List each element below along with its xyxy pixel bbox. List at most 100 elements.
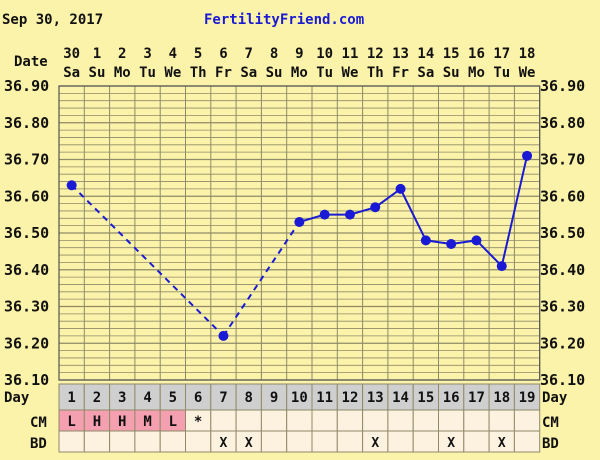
temp-point bbox=[66, 180, 77, 191]
y-tick-label-right: 36.70 bbox=[540, 151, 585, 169]
bd-cell bbox=[387, 430, 414, 453]
cm-cell bbox=[513, 409, 541, 432]
day-cell bbox=[362, 383, 389, 411]
y-tick-label-left: 36.20 bbox=[4, 334, 49, 352]
day-number: 17 bbox=[468, 390, 485, 406]
date-row-label: Date bbox=[14, 54, 48, 70]
temp-point bbox=[294, 216, 305, 227]
y-tick-label-left: 36.50 bbox=[4, 224, 49, 242]
bd-cell bbox=[513, 430, 541, 453]
weekday-label: We bbox=[164, 65, 181, 81]
day-cell bbox=[463, 383, 490, 411]
y-tick-label-right: 36.50 bbox=[540, 224, 585, 242]
y-tick-label-right: 36.90 bbox=[540, 77, 585, 95]
day-number: 19 bbox=[519, 390, 536, 406]
bd-cell bbox=[185, 430, 212, 453]
weekday-label: Mo bbox=[291, 65, 308, 81]
date-label: 1 bbox=[93, 46, 101, 62]
y-tick-label-right: 36.80 bbox=[540, 114, 585, 132]
header-date: Sep 30, 2017 bbox=[2, 12, 103, 28]
cm-cell bbox=[362, 409, 389, 432]
date-label: 4 bbox=[169, 46, 177, 62]
cm-value: L bbox=[67, 414, 75, 430]
day-number: 2 bbox=[93, 390, 101, 406]
y-tick-label-left: 36.60 bbox=[4, 187, 49, 205]
bd-cell bbox=[463, 430, 490, 453]
date-label: 5 bbox=[194, 46, 202, 62]
y-tick-label-right: 36.10 bbox=[540, 371, 585, 389]
weekday-label: Tu bbox=[316, 65, 333, 81]
cm-cell bbox=[438, 409, 465, 432]
day-number: 7 bbox=[219, 390, 227, 406]
cm-cell bbox=[260, 409, 288, 432]
weekday-label: Sa bbox=[63, 65, 80, 81]
cm-row-label-right: CM bbox=[542, 415, 559, 431]
site-name: FertilityFriend.com bbox=[204, 12, 364, 28]
temp-point bbox=[522, 150, 533, 161]
day-cell bbox=[488, 383, 515, 411]
bd-row-label-right: BD bbox=[542, 436, 559, 452]
bd-value: X bbox=[498, 436, 506, 451]
bd-cell bbox=[260, 430, 288, 453]
cm-cell bbox=[286, 409, 313, 432]
date-label: 11 bbox=[342, 46, 359, 62]
bd-cell bbox=[134, 430, 161, 453]
bd-value: X bbox=[220, 436, 228, 451]
cm-value: H bbox=[118, 414, 126, 430]
y-axis-labels: 36.90 36.90 36.80 36.80 36.70 36.70 36.60 36.60… bbox=[4, 77, 585, 389]
temp-point bbox=[395, 183, 406, 194]
cm-cell bbox=[387, 409, 414, 432]
data-rows bbox=[58, 383, 541, 453]
y-tick-label-right: 36.60 bbox=[540, 187, 585, 205]
day-row-label-left: Day bbox=[4, 390, 30, 406]
cm-value: L bbox=[169, 414, 177, 430]
weekday-label: Sa bbox=[417, 65, 434, 81]
day-number: 4 bbox=[143, 390, 151, 406]
cm-cell bbox=[412, 409, 440, 432]
day-cell bbox=[185, 383, 212, 411]
day-number: 12 bbox=[342, 390, 359, 406]
temperature-points bbox=[66, 150, 533, 341]
bd-cell bbox=[159, 430, 186, 453]
date-label: 7 bbox=[245, 46, 253, 62]
day-cell bbox=[286, 383, 313, 411]
bd-value: X bbox=[371, 436, 379, 451]
date-label: 8 bbox=[270, 46, 278, 62]
y-tick-label-left: 36.80 bbox=[4, 114, 49, 132]
bd-cell bbox=[311, 430, 338, 453]
cm-row-label-left: CM bbox=[30, 415, 47, 431]
day-number: 11 bbox=[316, 390, 333, 406]
bd-cell bbox=[286, 430, 313, 453]
date-label: 15 bbox=[443, 46, 460, 62]
y-tick-label-left: 36.10 bbox=[4, 371, 49, 389]
day-number: 16 bbox=[443, 390, 460, 406]
cm-value: * bbox=[194, 414, 202, 430]
day-cell bbox=[210, 383, 237, 411]
bd-cell bbox=[336, 430, 364, 453]
bd-cell bbox=[83, 430, 111, 453]
bd-cell bbox=[58, 430, 85, 453]
weekday-label: Su bbox=[443, 65, 460, 81]
bd-value: X bbox=[447, 436, 455, 451]
temp-segment bbox=[500, 155, 529, 267]
date-label: 17 bbox=[493, 46, 510, 62]
day-row-label-right: Day bbox=[542, 390, 568, 406]
y-tick-label-left: 36.90 bbox=[4, 77, 49, 95]
cm-cell bbox=[311, 409, 338, 432]
temp-point bbox=[420, 235, 431, 246]
date-label: 12 bbox=[367, 46, 384, 62]
temp-segment bbox=[70, 184, 225, 337]
cm-cell bbox=[235, 409, 262, 432]
date-label: 13 bbox=[392, 46, 409, 62]
plot-border bbox=[58, 85, 541, 381]
weekday-label: Fr bbox=[392, 65, 409, 81]
day-cell bbox=[336, 383, 364, 411]
day-number: 9 bbox=[270, 390, 278, 406]
date-label: 18 bbox=[519, 46, 536, 62]
weekday-label: Th bbox=[367, 65, 384, 81]
day-number: 3 bbox=[118, 390, 126, 406]
weekday-label: Mo bbox=[114, 65, 131, 81]
temperature-lines bbox=[70, 155, 529, 337]
temp-point bbox=[370, 202, 381, 213]
temp-point bbox=[218, 330, 229, 341]
